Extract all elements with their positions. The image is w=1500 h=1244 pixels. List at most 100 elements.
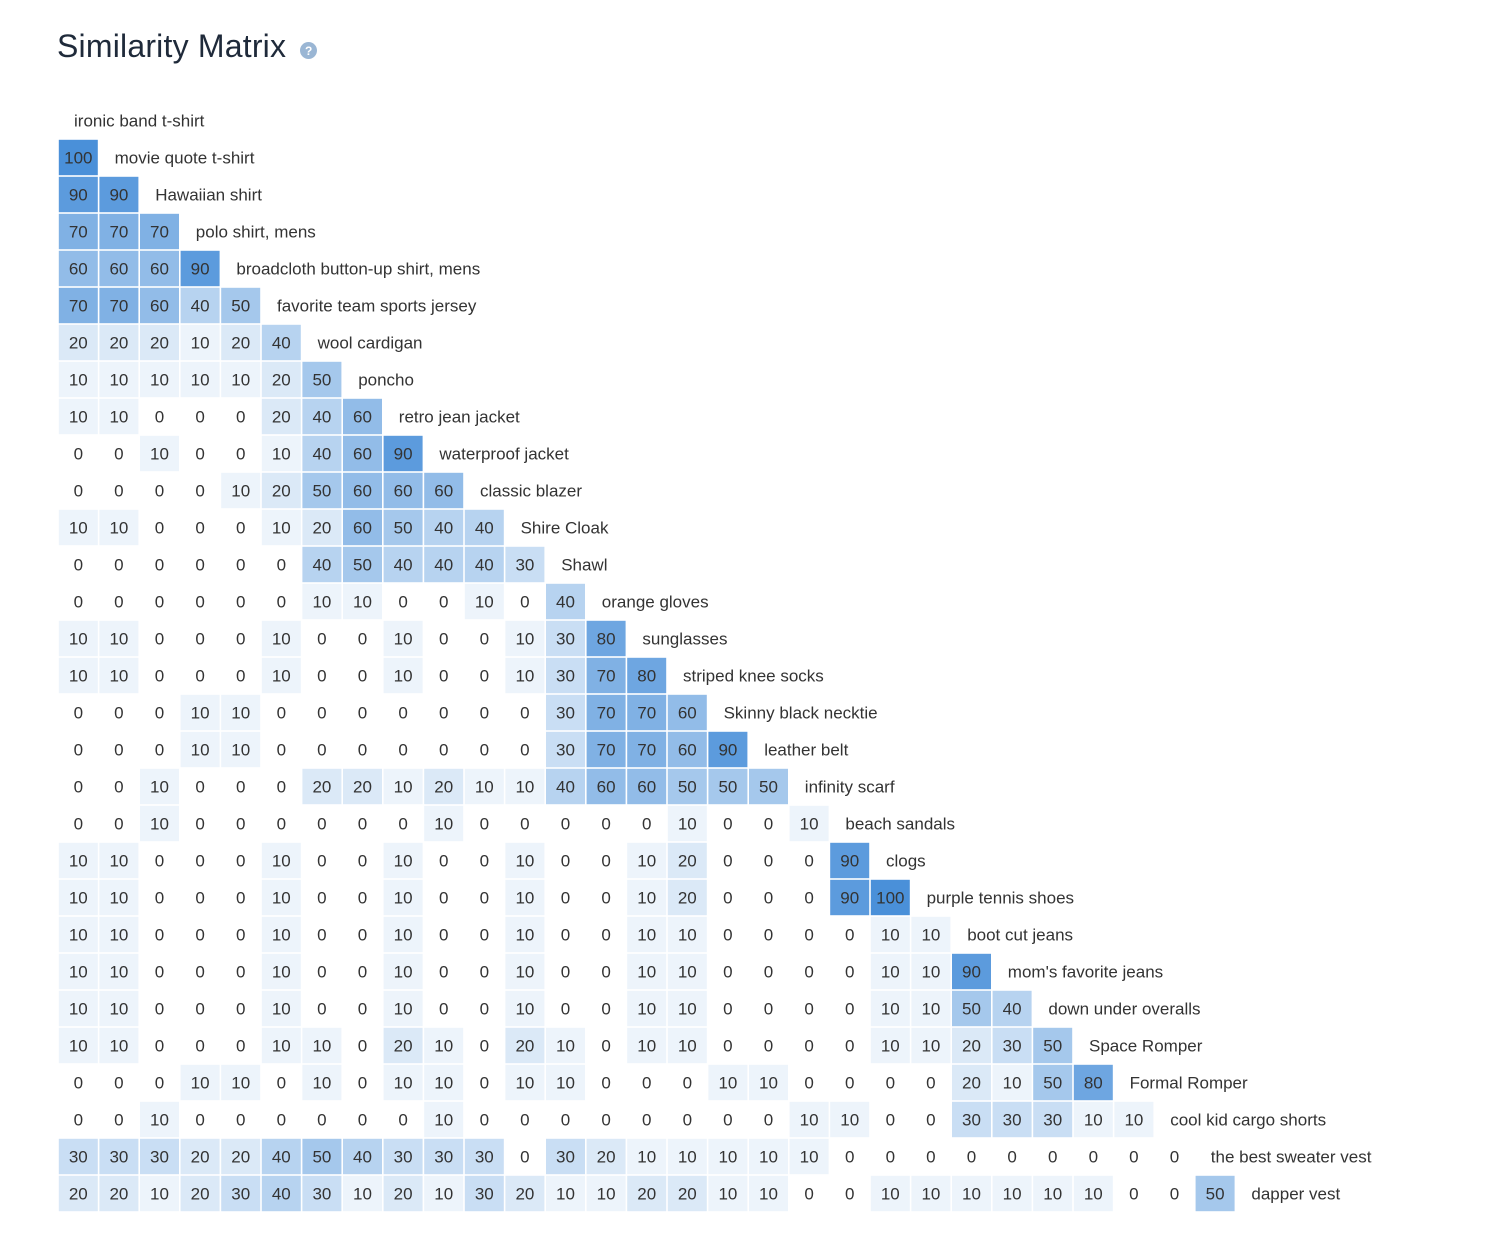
heatmap-cell [667, 1101, 707, 1138]
heatmap-cell [749, 990, 788, 1027]
cell-value-label: 10 [921, 963, 940, 982]
cell-value-label: 0 [520, 741, 529, 760]
cell-value-label: 40 [1003, 1000, 1022, 1019]
heatmap-cell [383, 620, 423, 657]
cell-value-label: 0 [277, 741, 286, 760]
heatmap-cell [140, 250, 179, 287]
heatmap-cell [627, 1101, 667, 1138]
cell-value-label: 100 [876, 889, 904, 908]
heatmap-cell [586, 1175, 626, 1212]
cell-value-label: 60 [353, 445, 372, 464]
cell-value-label: 0 [358, 704, 367, 723]
heatmap-cell [221, 842, 261, 879]
heatmap-cell [546, 620, 585, 657]
cell-value-label: 20 [353, 778, 372, 797]
cell-value-label: 10 [678, 926, 697, 945]
heatmap-cell [383, 546, 423, 583]
heatmap-cell [383, 731, 423, 768]
heatmap-cell [627, 731, 667, 768]
cell-value-label: 40 [312, 408, 331, 427]
cell-value-label: 0 [358, 630, 367, 649]
cell-value-label: 70 [150, 223, 169, 242]
heatmap-cell [302, 805, 342, 842]
heatmap-cell [424, 842, 464, 879]
heatmap-cell [261, 879, 301, 916]
heatmap-cell [302, 1101, 342, 1138]
cell-value-label: 30 [231, 1185, 250, 1204]
cell-value-label: 10 [109, 852, 128, 871]
cell-value-label: 0 [114, 741, 123, 760]
cell-value-label: 0 [398, 815, 407, 834]
heatmap-cell [343, 1138, 382, 1175]
heatmap-cell [505, 805, 545, 842]
cell-value-label: 0 [358, 1037, 367, 1056]
cell-value-label: 10 [69, 889, 88, 908]
question-icon[interactable]: ? [300, 42, 318, 59]
heatmap-cell [383, 472, 423, 509]
row-label: Shire Cloak [521, 519, 609, 538]
heatmap-cell [58, 287, 98, 324]
heatmap-cell [140, 1175, 179, 1212]
cell-value-label: 10 [109, 1000, 128, 1019]
heatmap-cell [952, 1064, 991, 1101]
heatmap-cell [830, 879, 870, 916]
heatmap-cell [870, 1027, 910, 1064]
cell-value-label: 40 [434, 519, 453, 538]
cell-value-label: 10 [637, 963, 656, 982]
cell-value-label: 20 [109, 334, 128, 353]
heatmap-cell [1073, 1175, 1113, 1212]
heatmap-cell [302, 1027, 342, 1064]
cell-value-label: 0 [1129, 1185, 1138, 1204]
row-label: favorite team sports jersey [277, 297, 477, 316]
heatmap-cell [708, 768, 748, 805]
heatmap-cell [911, 1175, 951, 1212]
cell-value-label: 10 [1003, 1074, 1022, 1093]
heatmap-cell [99, 287, 139, 324]
cell-value-label: 10 [678, 1000, 697, 1019]
heatmap-cell [99, 916, 139, 953]
heatmap-cell [424, 916, 464, 953]
cell-value-label: 0 [236, 445, 245, 464]
cell-value-label: 10 [394, 889, 413, 908]
heatmap-cell [505, 1175, 545, 1212]
heatmap-cell [952, 1175, 991, 1212]
cell-value-label: 0 [967, 1148, 976, 1167]
heatmap-cell [302, 953, 342, 990]
heatmap-cell [140, 694, 179, 731]
cell-value-label: 10 [515, 963, 534, 982]
cell-value-label: 30 [1043, 1111, 1062, 1130]
cell-value-label: 10 [556, 1037, 575, 1056]
cell-value-label: 0 [439, 963, 448, 982]
heatmap-cell [221, 657, 261, 694]
cell-value-label: 0 [195, 482, 204, 501]
heatmap-cell [140, 583, 179, 620]
heatmap-cell [343, 509, 382, 546]
cell-value-label: 0 [886, 1111, 895, 1130]
heatmap-cell [221, 953, 261, 990]
cell-value-label: 10 [231, 371, 250, 390]
heatmap-cell [505, 768, 545, 805]
cell-value-label: 30 [962, 1111, 981, 1130]
cell-value-label: 10 [109, 889, 128, 908]
heatmap-cell [505, 1027, 545, 1064]
row-label: Space Romper [1089, 1037, 1203, 1056]
cell-value-label: 0 [236, 963, 245, 982]
cell-value-label: 10 [150, 445, 169, 464]
cell-value-label: 0 [236, 778, 245, 797]
cell-value-label: 0 [601, 815, 610, 834]
heatmap-cell [627, 1064, 667, 1101]
heatmap-cell [911, 990, 951, 1027]
heatmap-cell [140, 731, 179, 768]
cell-value-label: 0 [480, 852, 489, 871]
heatmap-cell [343, 1101, 382, 1138]
cell-value-label: 0 [480, 1000, 489, 1019]
heatmap-cell [546, 1175, 585, 1212]
heatmap-cell [505, 583, 545, 620]
cell-value-label: 10 [597, 1185, 616, 1204]
heatmap-cell [302, 583, 342, 620]
cell-value-label: 0 [358, 815, 367, 834]
heatmap-cell [140, 213, 179, 250]
heatmap-cell [261, 361, 301, 398]
heatmap-cell [992, 1027, 1032, 1064]
cell-value-label: 10 [272, 889, 291, 908]
